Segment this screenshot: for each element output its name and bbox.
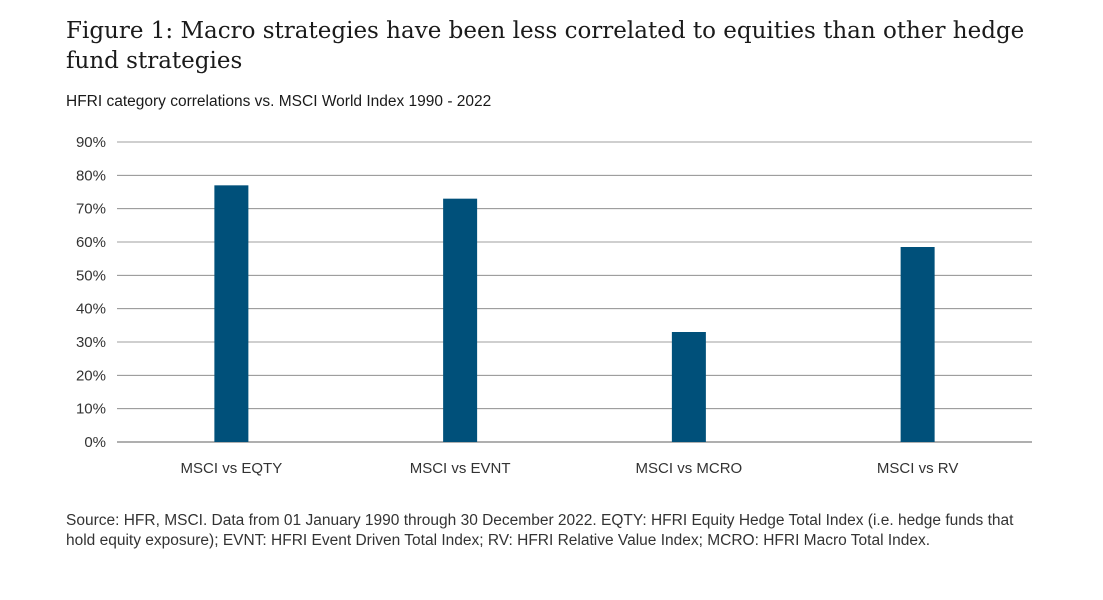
y-tick-label: 90% bbox=[76, 134, 106, 151]
bar bbox=[900, 247, 935, 442]
x-tick-label: MSCI vs EVNT bbox=[410, 460, 511, 477]
y-tick-label: 30% bbox=[76, 334, 106, 351]
y-tick-label: 50% bbox=[76, 267, 106, 284]
x-tick-label: MSCI vs MCRO bbox=[636, 460, 743, 477]
x-tick-label: MSCI vs EQTY bbox=[181, 460, 283, 477]
source-note: Source: HFR, MSCI. Data from 01 January … bbox=[66, 512, 1014, 549]
y-tick-label: 20% bbox=[76, 367, 106, 384]
bar bbox=[671, 332, 706, 442]
y-tick-label: 60% bbox=[76, 234, 106, 251]
y-tick-label: 80% bbox=[76, 167, 106, 184]
y-tick-label: 10% bbox=[76, 401, 106, 418]
chart-subtitle: HFRI category correlations vs. MSCI Worl… bbox=[66, 93, 492, 110]
bar bbox=[443, 198, 478, 442]
bar-chart: 0% 10% 20% 30% 40% 50% 60% 70% 80% 90% MSCI vs EQ… bbox=[76, 134, 1032, 477]
bar bbox=[214, 185, 249, 443]
y-tick-label: 0% bbox=[84, 434, 106, 451]
bars bbox=[214, 185, 935, 443]
chart-title: Figure 1: Macro strategies have been les… bbox=[66, 18, 1025, 74]
x-axis-tick-labels: MSCI vs EQTY MSCI vs EVNT MSCI vs MCRO MSCI… bbox=[181, 460, 959, 477]
y-axis-tick-labels: 0% 10% 20% 30% 40% 50% 60% 70% 80% 90% bbox=[76, 134, 106, 451]
y-tick-label: 70% bbox=[76, 201, 106, 218]
x-tick-label: MSCI vs RV bbox=[877, 460, 958, 477]
y-tick-label: 40% bbox=[76, 301, 106, 318]
gridlines bbox=[117, 141, 1032, 443]
